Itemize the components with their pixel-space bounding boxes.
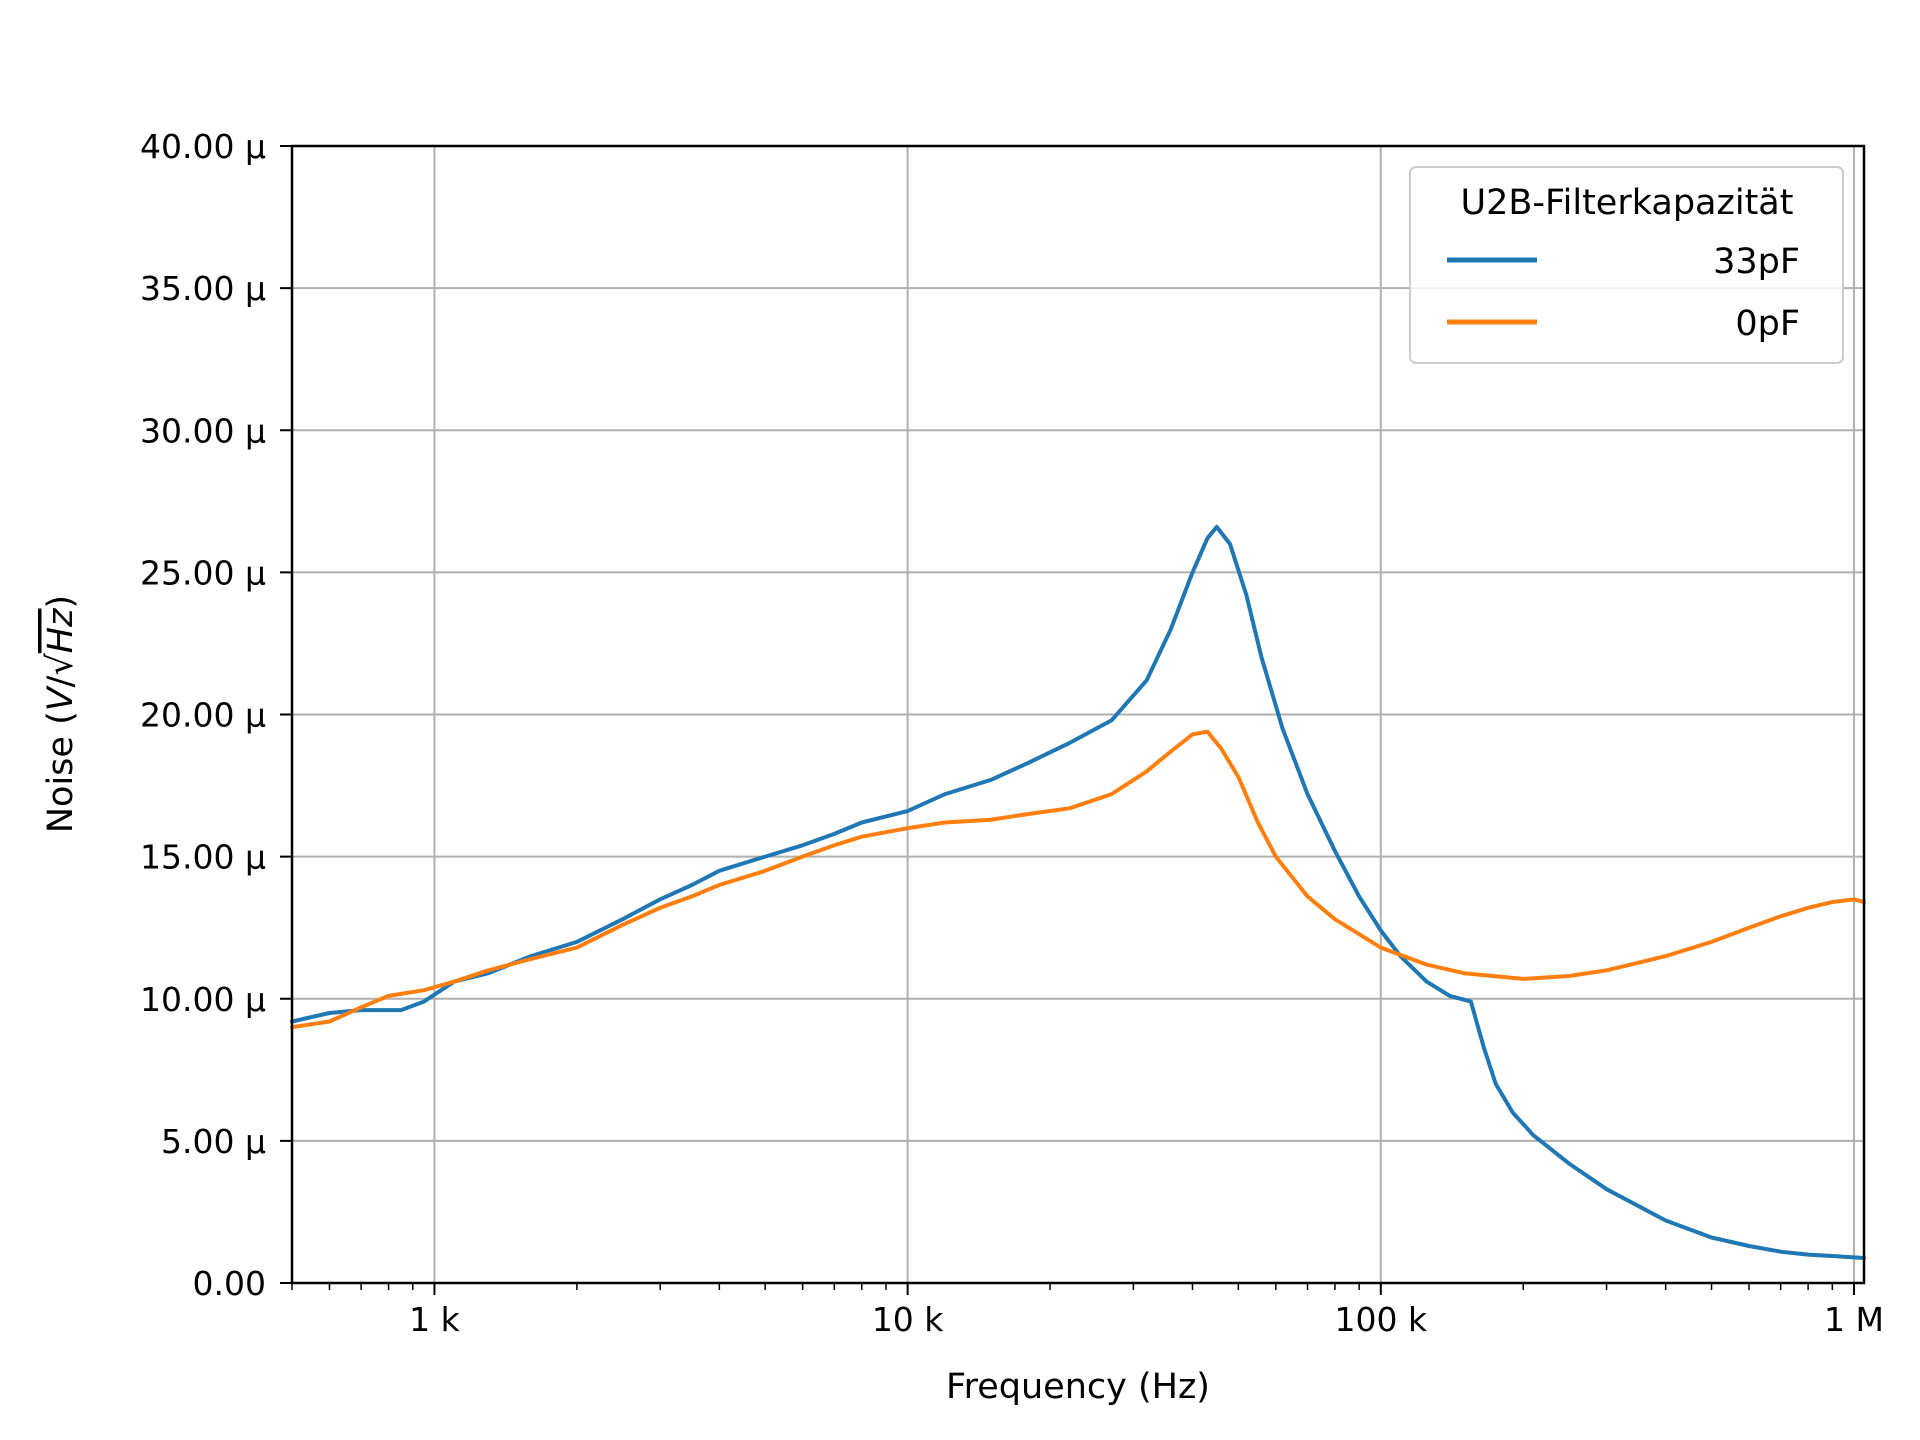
y-tick-label: 40.00 µ: [140, 127, 266, 166]
y-axis-title-prefix: Noise (: [41, 711, 81, 833]
series-layer: [290, 524, 1866, 1260]
legend: U2B-Filterkapazität 33pF 0pF: [1409, 166, 1844, 364]
y-axis-title-suffix: ): [41, 595, 81, 609]
y-tick-label: 20.00 µ: [140, 696, 266, 735]
y-tick-label: 35.00 µ: [140, 269, 266, 308]
x-tick-label: 10 k: [872, 1300, 944, 1339]
y-tick-label: 0.00: [193, 1264, 266, 1303]
legend-box: [1409, 166, 1844, 364]
ticks: [280, 145, 1855, 1295]
x-tick-label: 1 k: [409, 1300, 460, 1339]
tick-labels: 1 k 10 k 100 k 1 M 0.00 5.00 µ 10.00 µ 15.00 µ 2…: [140, 127, 1884, 1339]
legend-title: U2B-Filterkapazität: [1461, 183, 1794, 223]
y-axis-title: Noise (V/√Hz): [41, 595, 81, 833]
legend-label-0pf: 0pF: [1735, 304, 1800, 344]
legend-label-33pf: 33pF: [1713, 242, 1800, 282]
y-axis-title-unit-v: V: [41, 685, 81, 711]
y-tick-label: 30.00 µ: [140, 411, 266, 450]
x-axis-title: Frequency (Hz): [946, 1367, 1210, 1407]
series-line-0pf: [290, 729, 1866, 1030]
y-axis-title-unit-hz: Hz: [41, 608, 81, 653]
series-line-33pf: [290, 524, 1866, 1260]
y-tick-label: 10.00 µ: [140, 980, 266, 1019]
x-tick-label: 100 k: [1334, 1300, 1427, 1339]
y-tick-label: 15.00 µ: [140, 838, 266, 877]
x-tick-label: 1 M: [1824, 1300, 1884, 1339]
y-tick-label: 25.00 µ: [140, 553, 266, 592]
y-tick-label: 5.00 µ: [161, 1122, 266, 1161]
y-axis-title-unit-sep: /√: [41, 653, 81, 688]
